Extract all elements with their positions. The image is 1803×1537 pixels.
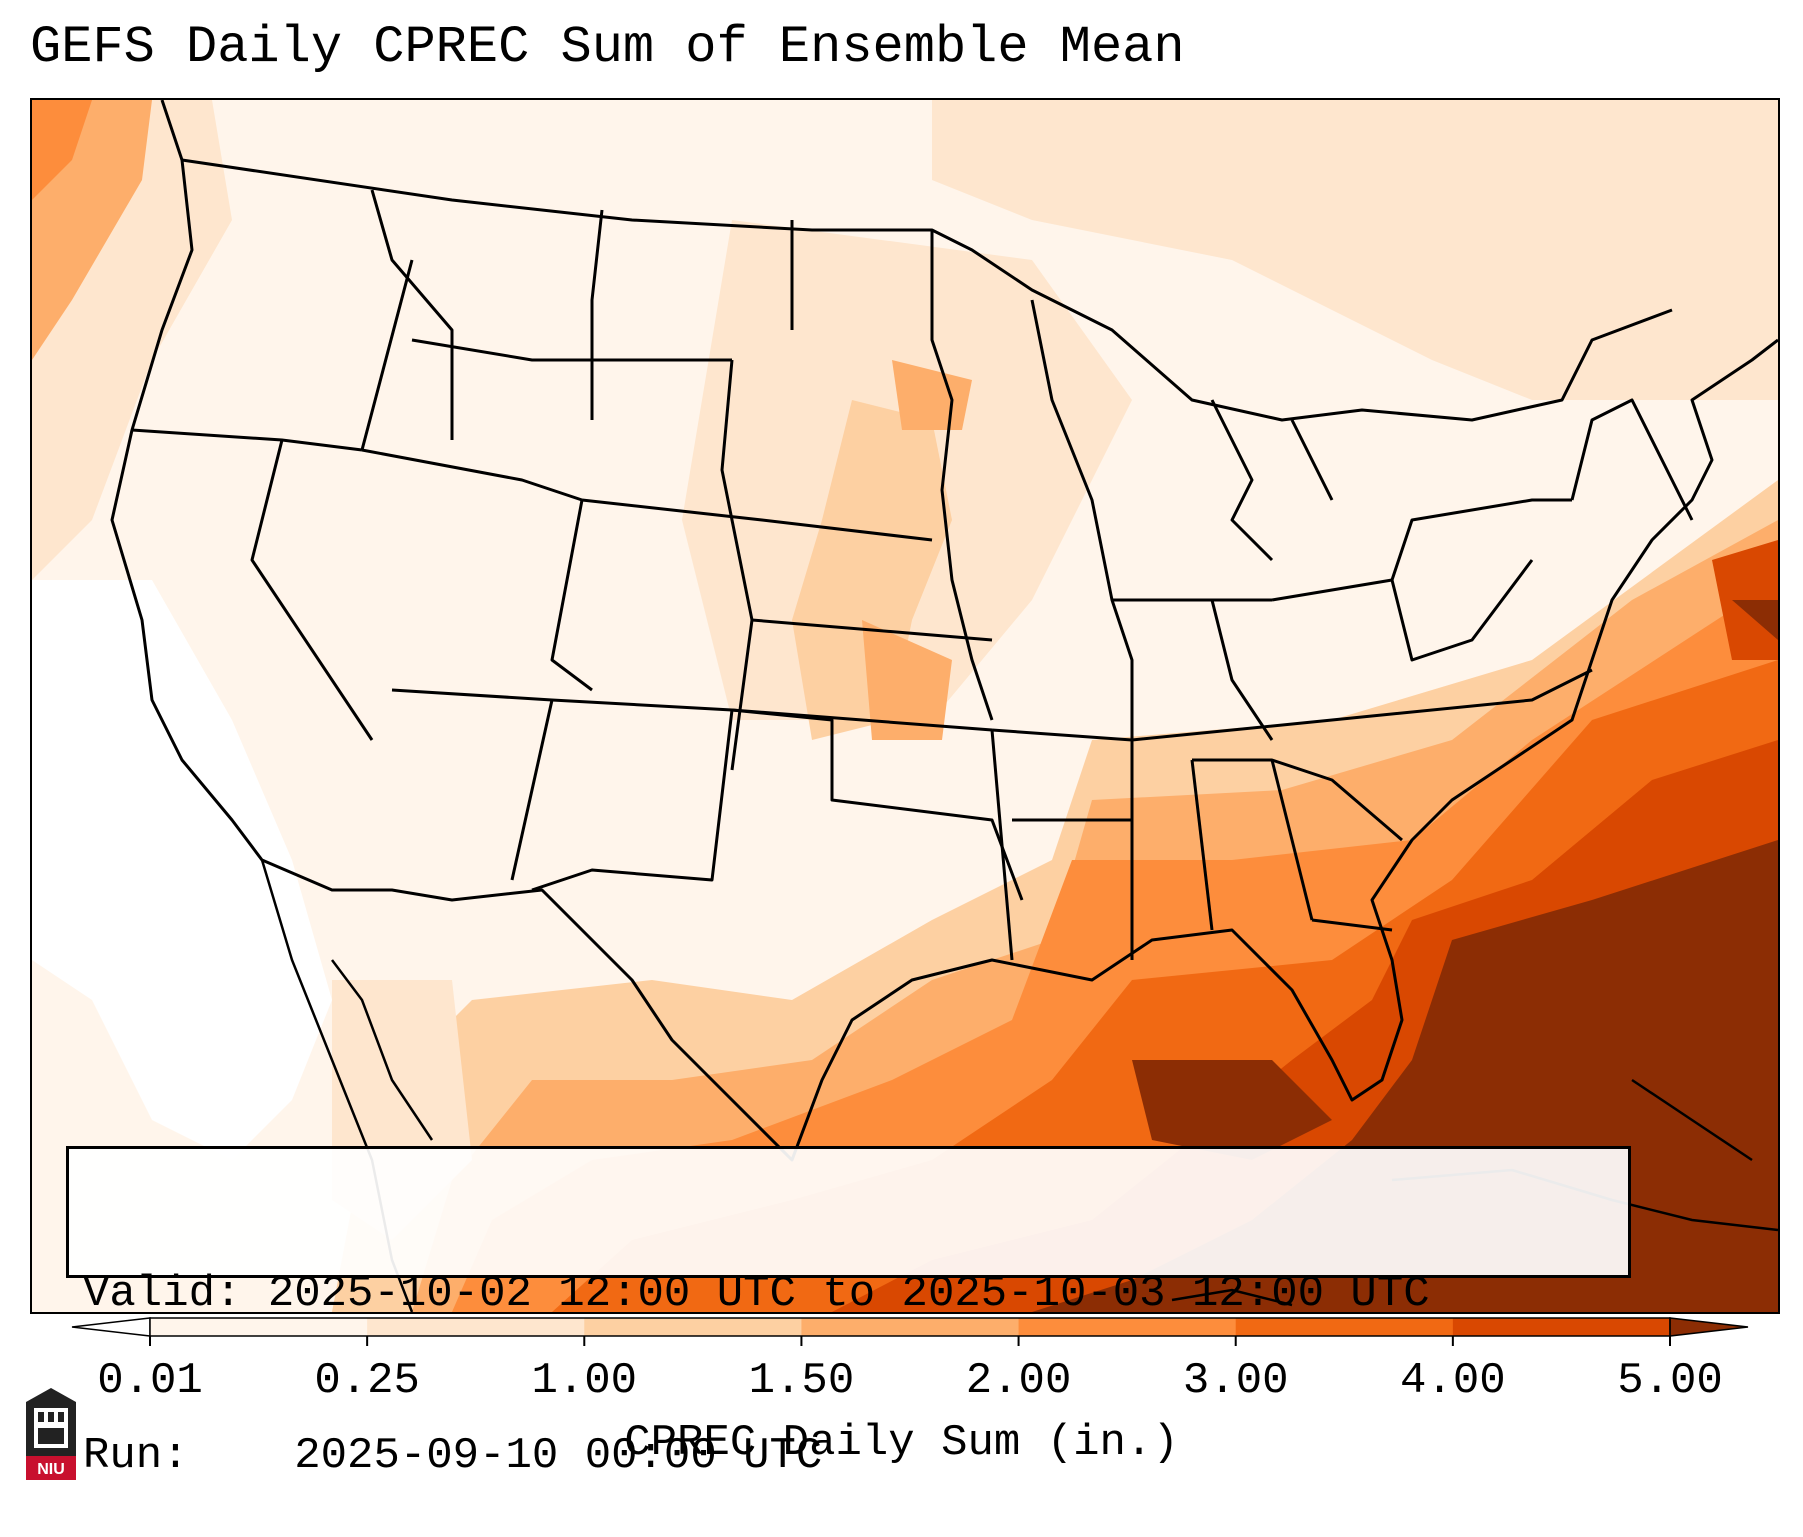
colorbar (71, 1317, 1749, 1346)
colorbar-bin (1452, 1318, 1671, 1336)
colorbar-bin (367, 1318, 585, 1336)
map-canvas (32, 100, 1778, 1312)
map-title: GEFS Daily CPREC Sum of Ensemble Mean (30, 18, 1185, 77)
precipitation-map (30, 98, 1780, 1314)
valid-label: Valid: (83, 1269, 242, 1319)
svg-text:NIU: NIU (37, 1461, 65, 1478)
niu-logo-icon: NIU (26, 1388, 76, 1480)
colorbar-bin (584, 1318, 802, 1336)
valid-line: Valid: 2025-10-02 12:00 UTC to 2025-10-0… (83, 1267, 1628, 1321)
colorbar-tick-label: 0.25 (314, 1356, 420, 1406)
colorbar-tick-label: 1.50 (748, 1356, 855, 1406)
run-line: Run: 2025-09-10 00:00 UTC (83, 1429, 1628, 1483)
run-value: 2025-09-10 00:00 UTC (294, 1431, 823, 1481)
colorbar-frame (149, 1317, 1671, 1337)
colorbar-tick-label: 5.00 (1617, 1356, 1723, 1406)
valid-value: 2025-10-02 12:00 UTC to 2025-10-03 12:00… (267, 1269, 1430, 1319)
colorbar-tick-label: 2.00 (965, 1356, 1072, 1406)
colorbar-tick-label: 0.01 (97, 1356, 203, 1406)
colorbar-bin (1018, 1318, 1237, 1336)
colorbar-under-extension (71, 1317, 151, 1337)
colorbar-bin (1235, 1318, 1454, 1336)
boundaries (110, 100, 1778, 1162)
run-label: Run: (83, 1431, 189, 1481)
colorbar-label: CPREC Daily Sum (in.) (624, 1418, 1179, 1468)
colorbar-tick-label: 3.00 (1182, 1356, 1289, 1406)
colorbar-bin (150, 1318, 368, 1336)
valid-run-info-box: Valid: 2025-10-02 12:00 UTC to 2025-10-0… (66, 1146, 1631, 1481)
precip-field (32, 100, 1778, 1312)
colorbar-tick-label: 1.00 (531, 1356, 638, 1406)
colorbar-bin (801, 1318, 1020, 1336)
colorbar-over-extension (1669, 1317, 1749, 1337)
colorbar-tick-label: 4.00 (1400, 1356, 1506, 1406)
